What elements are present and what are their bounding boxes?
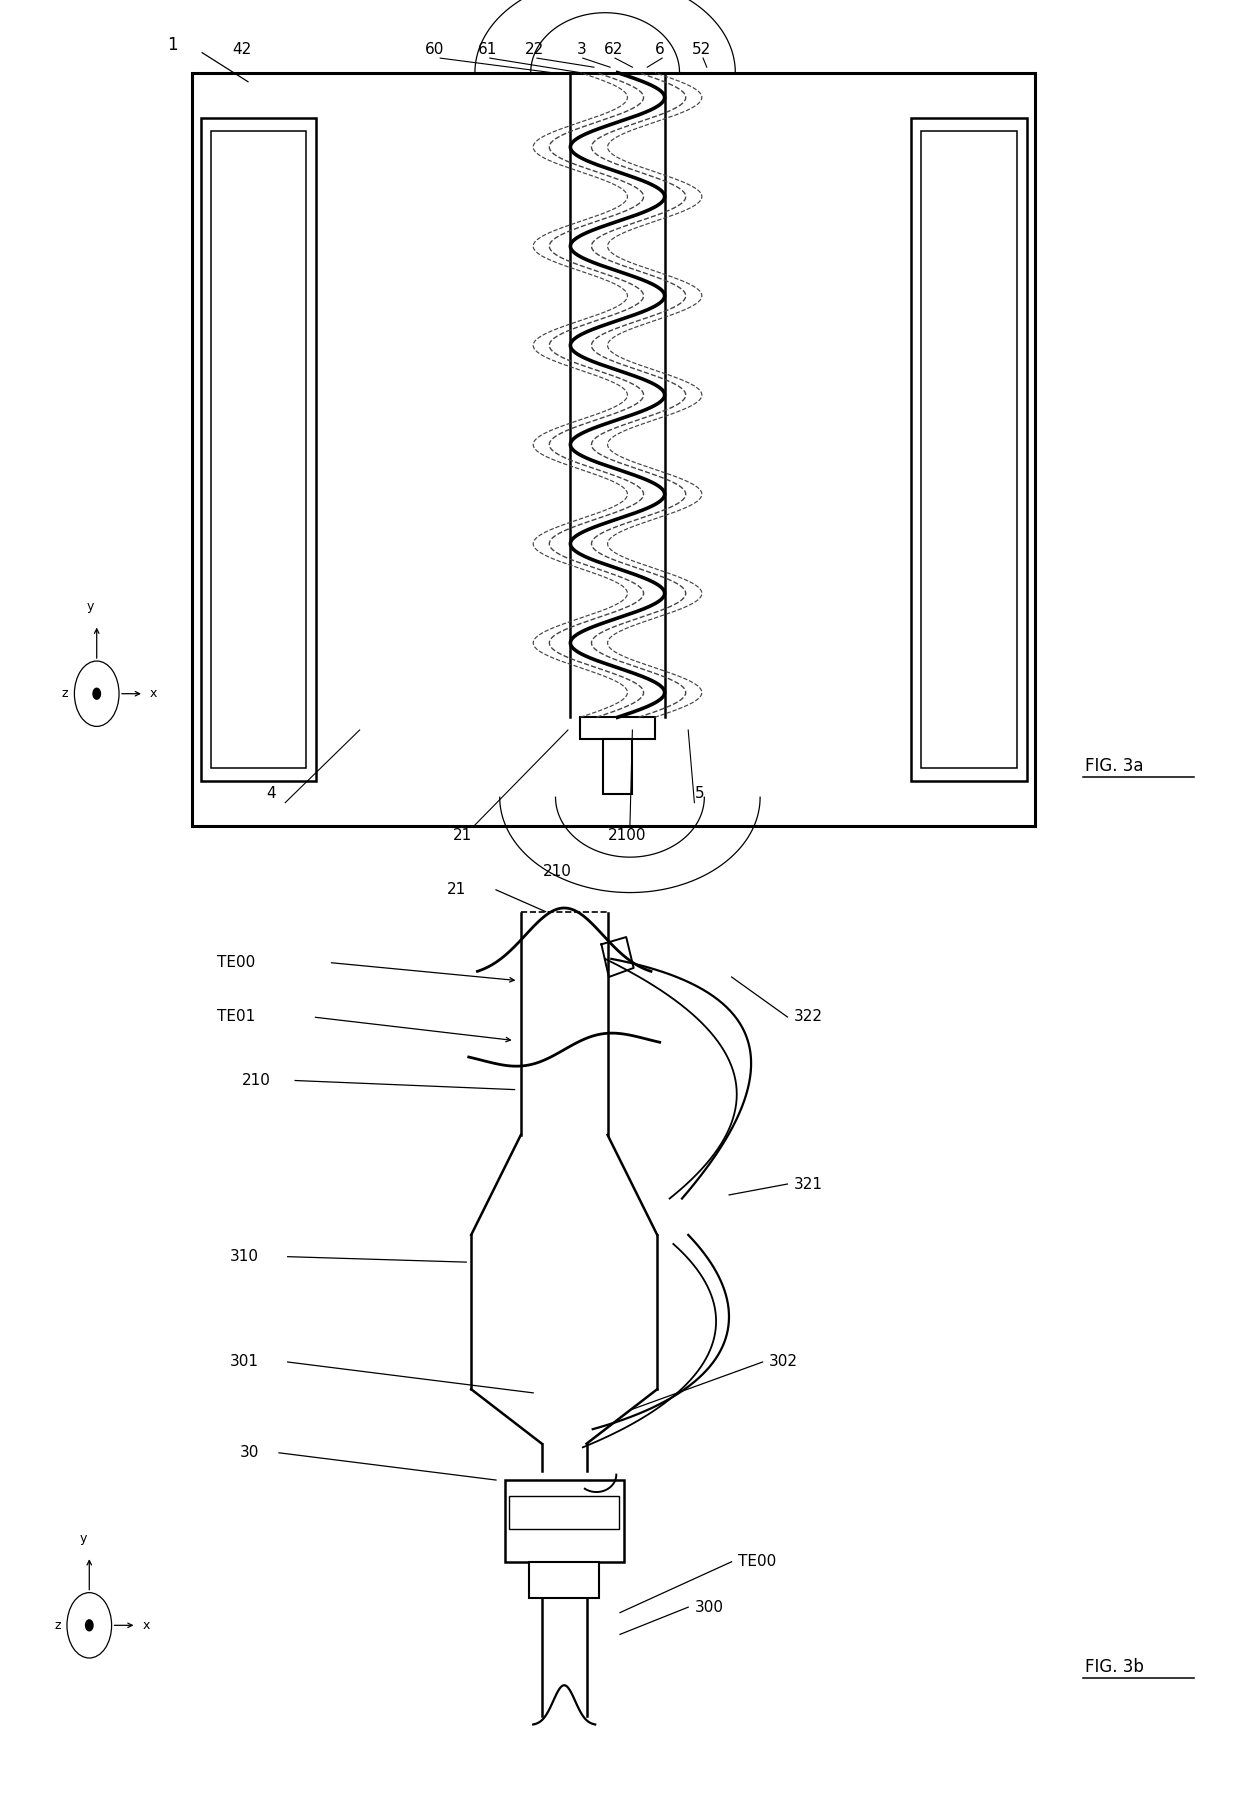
- Text: y: y: [79, 1531, 87, 1545]
- Text: 210: 210: [242, 1073, 270, 1088]
- Bar: [192, 73, 1035, 826]
- Bar: [510, 1496, 619, 1529]
- Bar: [505, 1480, 624, 1562]
- Bar: [921, 131, 1017, 768]
- Text: 4: 4: [267, 786, 277, 801]
- Text: TE01: TE01: [217, 1010, 255, 1024]
- Text: y: y: [87, 599, 94, 614]
- Bar: [911, 118, 1027, 781]
- Bar: [201, 118, 316, 781]
- Text: x: x: [150, 686, 157, 701]
- Text: 3: 3: [577, 42, 587, 56]
- Text: 210: 210: [543, 864, 572, 879]
- Text: 310: 310: [229, 1249, 258, 1264]
- Bar: [603, 739, 632, 794]
- Text: z: z: [55, 1618, 61, 1633]
- Bar: [211, 131, 306, 768]
- Text: 60: 60: [425, 42, 445, 56]
- Text: 62: 62: [604, 42, 624, 56]
- Text: 5: 5: [694, 786, 704, 801]
- Text: 300: 300: [694, 1600, 723, 1614]
- Circle shape: [86, 1620, 93, 1631]
- Text: 52: 52: [692, 42, 712, 56]
- Text: 22: 22: [525, 42, 544, 56]
- Text: x: x: [143, 1618, 150, 1633]
- Text: 30: 30: [239, 1446, 259, 1460]
- Text: 321: 321: [794, 1177, 822, 1191]
- Text: 2100: 2100: [608, 828, 646, 843]
- Circle shape: [93, 688, 100, 699]
- Text: 42: 42: [232, 42, 252, 56]
- Text: 21: 21: [453, 828, 472, 843]
- Text: 6: 6: [655, 42, 665, 56]
- Text: 21: 21: [446, 883, 466, 897]
- Text: FIG. 3b: FIG. 3b: [1085, 1658, 1143, 1676]
- Text: 322: 322: [794, 1010, 822, 1024]
- Text: z: z: [62, 686, 68, 701]
- Text: 1: 1: [167, 36, 179, 54]
- Text: TE00: TE00: [217, 955, 255, 970]
- Text: 61: 61: [477, 42, 497, 56]
- Text: FIG. 3a: FIG. 3a: [1085, 757, 1143, 775]
- Text: 302: 302: [769, 1355, 797, 1369]
- Bar: [529, 1562, 599, 1598]
- Text: 301: 301: [229, 1355, 258, 1369]
- Bar: [580, 717, 655, 739]
- Text: TE00: TE00: [738, 1554, 776, 1569]
